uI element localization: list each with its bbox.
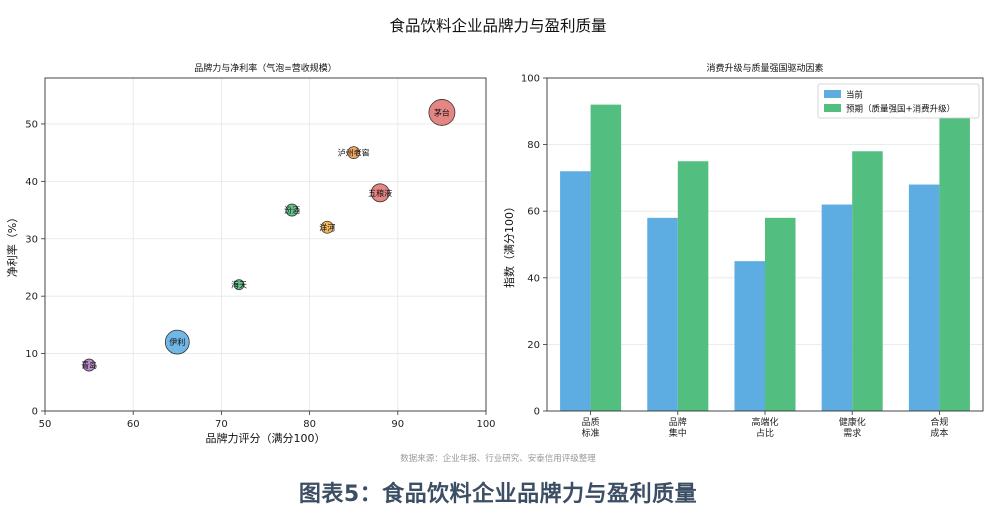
scatter-bubble [370, 183, 390, 203]
scatter-ytick-label: 0 [32, 407, 38, 418]
bar-ytick-label: 40 [527, 273, 540, 284]
bar-current [560, 171, 591, 411]
scatter-bubble [347, 146, 361, 160]
bar-ytick-label: 100 [521, 74, 540, 85]
bar-title: 消费升级与质量强国驱动因素 [706, 62, 823, 74]
scatter-point-label: 海天 [231, 280, 247, 290]
legend-swatch [824, 90, 841, 98]
scatter-point-label: 汾酒 [284, 205, 300, 215]
scatter-point-label: 茅台 [434, 107, 450, 117]
bar-ytick-label: 80 [527, 140, 540, 151]
bar-category-label: 标准 [582, 427, 600, 439]
bar-expected [765, 217, 796, 411]
scatter-xtick-label: 90 [391, 419, 404, 430]
scatter-bubble [428, 99, 456, 126]
scatter-xlabel: 品牌力评分（满分100） [206, 431, 326, 445]
scatter-ytick-label: 10 [25, 349, 38, 360]
scatter-bubble [285, 203, 299, 217]
bar-category-label: 占比 [756, 427, 774, 439]
bar-ytick-label: 20 [527, 340, 540, 351]
scatter-bubble [82, 358, 96, 372]
scatter-ytick-label: 40 [25, 177, 38, 188]
bar-ytick-label: 0 [534, 407, 540, 418]
scatter-point-label: 五粮液 [368, 188, 392, 198]
legend-label: 预期（质量强国+消费升级） [846, 104, 955, 115]
bar-category-label: 品质 [582, 416, 600, 428]
scatter-xtick-label: 60 [127, 419, 140, 430]
bar-current [647, 217, 678, 411]
bar-category-label: 健康化 [839, 416, 866, 428]
bar-category-label: 需求 [843, 427, 861, 439]
scatter-xtick-label: 80 [303, 419, 316, 430]
bar-current [734, 261, 765, 411]
bar-category-label: 高端化 [751, 416, 778, 428]
scatter-title: 品牌力与净利率（气泡=营收规模） [194, 62, 337, 74]
scatter-xtick-label: 50 [39, 419, 52, 430]
scatter-ytick-label: 30 [25, 234, 38, 245]
bar-expected [677, 161, 709, 411]
scatter-point-label: 泸州老窖 [338, 148, 370, 158]
legend-label: 当前 [846, 90, 864, 101]
bar-frame [546, 77, 984, 412]
scatter-point-label: 伊利 [169, 337, 185, 347]
figure-caption: 图表5：食品饮料企业品牌力与盈利质量 [298, 482, 698, 507]
bar-legend [817, 83, 980, 119]
source-note: 数据来源：企业年报、行业研究、安泰信用评级整理 [400, 454, 596, 464]
scatter-xtick-label: 70 [215, 419, 228, 430]
scatter-ylabel: 净利率（%） [5, 212, 19, 277]
scatter-frame [44, 77, 487, 412]
bar-expected [939, 117, 970, 412]
main-title: 食品饮料企业品牌力与盈利质量 [389, 17, 607, 35]
scatter-bubble [320, 220, 334, 234]
bar-category-label: 集中 [669, 427, 687, 439]
scatter-bubble [164, 329, 190, 355]
bar-category-label: 成本 [930, 427, 948, 439]
legend-swatch [824, 104, 841, 112]
scatter-bubble [233, 279, 245, 291]
bar-category-label: 品牌 [669, 416, 687, 428]
scatter-ytick-label: 20 [25, 292, 38, 303]
scatter-ytick-label: 50 [25, 119, 38, 130]
bar-current [908, 184, 940, 411]
scatter-point-label: 青岛 [81, 360, 97, 370]
bar-expected [852, 151, 883, 411]
scatter-point-label: 洋河 [319, 222, 335, 232]
bar-ylabel: 指数（满分100） [502, 201, 516, 288]
scatter-xtick-label: 100 [476, 419, 495, 430]
bar-expected [590, 104, 622, 411]
bar-category-label: 合规 [930, 416, 948, 428]
bar-current [821, 204, 853, 411]
bar-ytick-label: 60 [527, 207, 540, 218]
